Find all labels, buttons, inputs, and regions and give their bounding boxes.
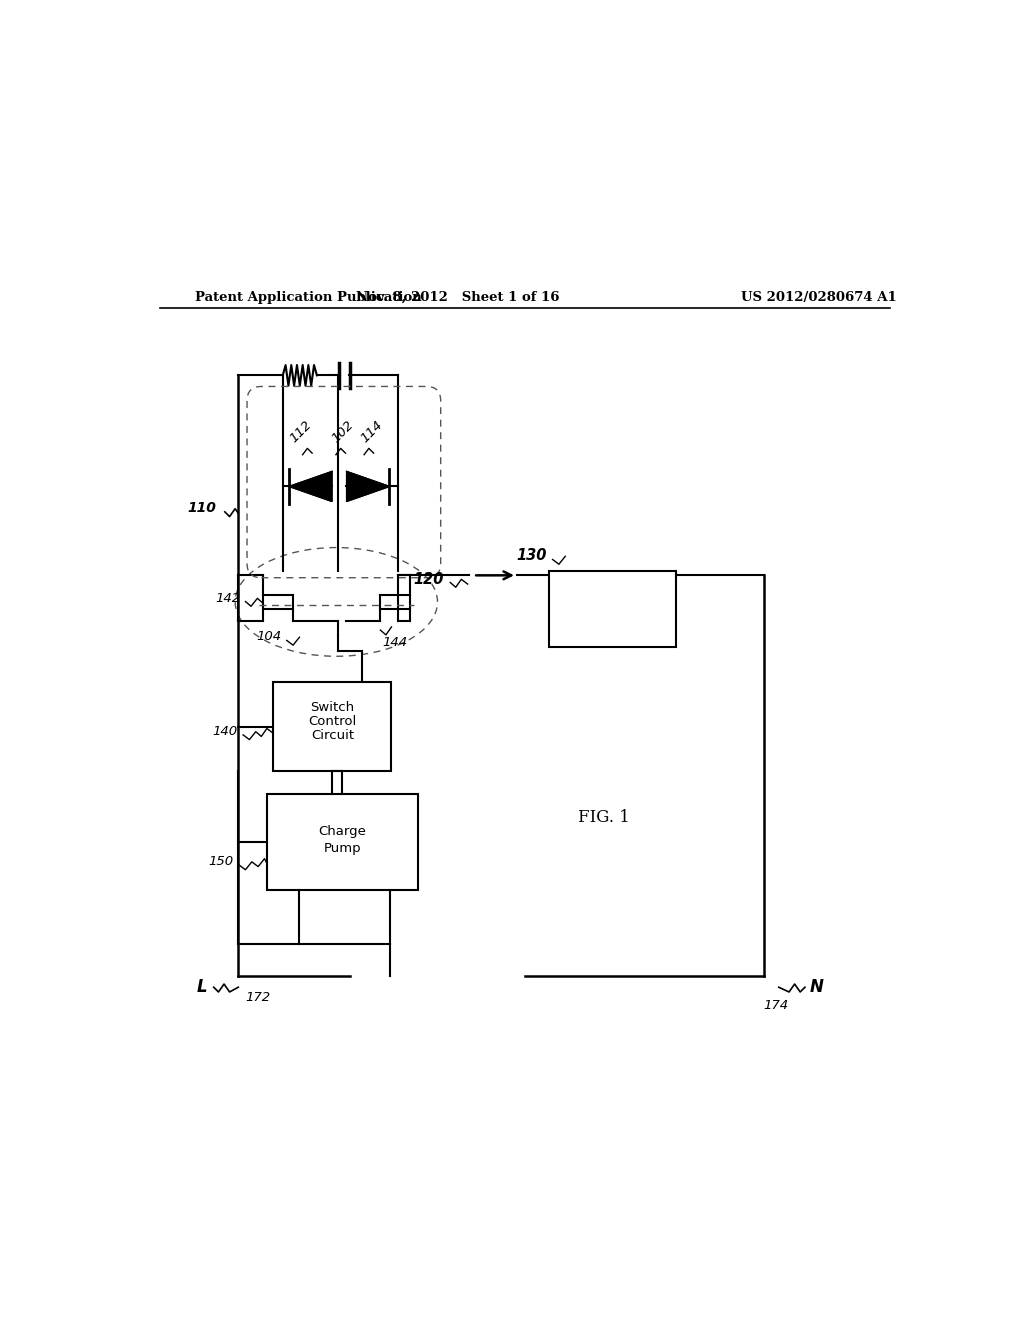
- Text: 140: 140: [212, 725, 238, 738]
- Polygon shape: [347, 471, 389, 502]
- Text: Switch: Switch: [310, 701, 354, 714]
- Text: Charge: Charge: [318, 825, 367, 838]
- Text: 144: 144: [382, 636, 408, 649]
- Text: FIG. 1: FIG. 1: [579, 809, 630, 826]
- Text: 174: 174: [763, 999, 788, 1012]
- Text: Circuit: Circuit: [311, 729, 354, 742]
- Text: 110: 110: [187, 500, 216, 515]
- Text: Control: Control: [308, 715, 356, 727]
- Text: 142: 142: [216, 591, 241, 605]
- Bar: [273, 682, 391, 771]
- Bar: [549, 572, 676, 647]
- Text: 114: 114: [358, 418, 385, 445]
- Text: 120: 120: [414, 572, 443, 587]
- Text: 112: 112: [288, 418, 314, 445]
- Bar: [267, 793, 418, 891]
- Text: US 2012/0280674 A1: US 2012/0280674 A1: [740, 292, 896, 304]
- Text: 104: 104: [256, 630, 282, 643]
- Text: Pump: Pump: [324, 842, 361, 855]
- Text: L: L: [197, 978, 207, 997]
- Text: 130: 130: [517, 548, 547, 564]
- Text: N: N: [810, 978, 823, 997]
- Polygon shape: [289, 471, 332, 502]
- Text: 172: 172: [246, 991, 270, 1005]
- Text: Patent Application Publication: Patent Application Publication: [196, 292, 422, 304]
- Text: Nov. 8, 2012   Sheet 1 of 16: Nov. 8, 2012 Sheet 1 of 16: [355, 292, 559, 304]
- Text: 150: 150: [209, 854, 233, 867]
- Text: 102: 102: [329, 418, 355, 445]
